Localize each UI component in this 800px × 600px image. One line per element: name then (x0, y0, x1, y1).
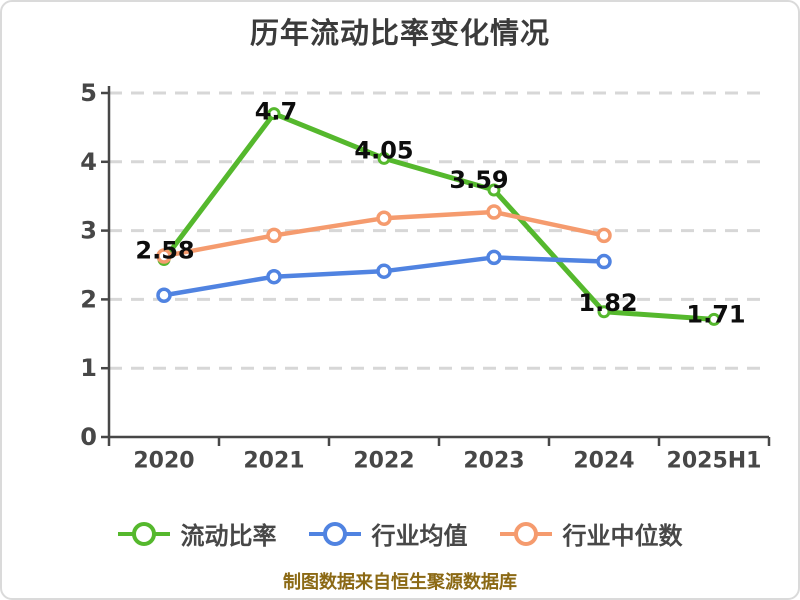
legend-label: 行业均值 (371, 522, 468, 550)
line-chart: 0 1 2 3 4 5 2020 2021 2022 2023 2024 2025H1 2.58 4.7 4… (80, 79, 771, 474)
x-axis-label: 2024 (573, 449, 634, 474)
legend-label: 流动比率 (180, 522, 277, 550)
legend-marker-icon (117, 521, 170, 546)
x-axis-label: 2022 (353, 449, 414, 474)
y-axis-label: 4 (80, 148, 97, 176)
data-point (597, 305, 611, 319)
legend-marker-icon (308, 521, 361, 546)
data-point (266, 268, 282, 285)
legend-marker-icon (499, 521, 552, 546)
data-label: 1.82 (578, 289, 637, 317)
data-label: 4.7 (255, 98, 298, 126)
data-label: 1.71 (686, 300, 745, 328)
legend-label: 行业中位数 (562, 522, 683, 550)
data-label: 4.05 (354, 136, 413, 164)
data-point (376, 263, 392, 279)
legend-item-1[interactable]: 流动比率 (117, 516, 277, 551)
data-point (596, 227, 612, 244)
x-axis-label: 2020 (133, 449, 194, 474)
data-point (267, 107, 281, 121)
data-label: 3.59 (449, 166, 508, 194)
x-axis-label: 2025H1 (667, 449, 762, 474)
y-axis-label: 5 (80, 79, 97, 107)
data-point (596, 253, 612, 270)
chart-legend: 流动比率 行业均值 行业中位数 (2, 516, 798, 551)
data-point (376, 210, 392, 226)
legend-item-3[interactable]: 行业中位数 (499, 516, 683, 551)
data-source-note: 制图数据来自恒生聚源数据库 (283, 572, 517, 593)
data-point (486, 249, 502, 266)
series-line-1 (161, 111, 717, 322)
chart-title: 历年流动比率变化情况 (249, 16, 550, 50)
y-axis-label: 2 (80, 285, 97, 313)
data-label: 2.58 (135, 236, 194, 264)
y-axis-label: 1 (80, 354, 97, 382)
data-point (156, 248, 172, 264)
data-point (377, 151, 391, 165)
data-point (707, 312, 721, 326)
data-point (487, 183, 501, 197)
data-point (156, 287, 172, 304)
x-axis-label: 2023 (463, 449, 524, 474)
x-axis-label: 2021 (243, 449, 304, 474)
data-point (266, 227, 282, 244)
y-axis-label: 3 (80, 217, 97, 245)
legend-item-2[interactable]: 行业均值 (308, 516, 468, 551)
data-point (486, 204, 502, 220)
y-axis-label: 0 (80, 423, 97, 451)
